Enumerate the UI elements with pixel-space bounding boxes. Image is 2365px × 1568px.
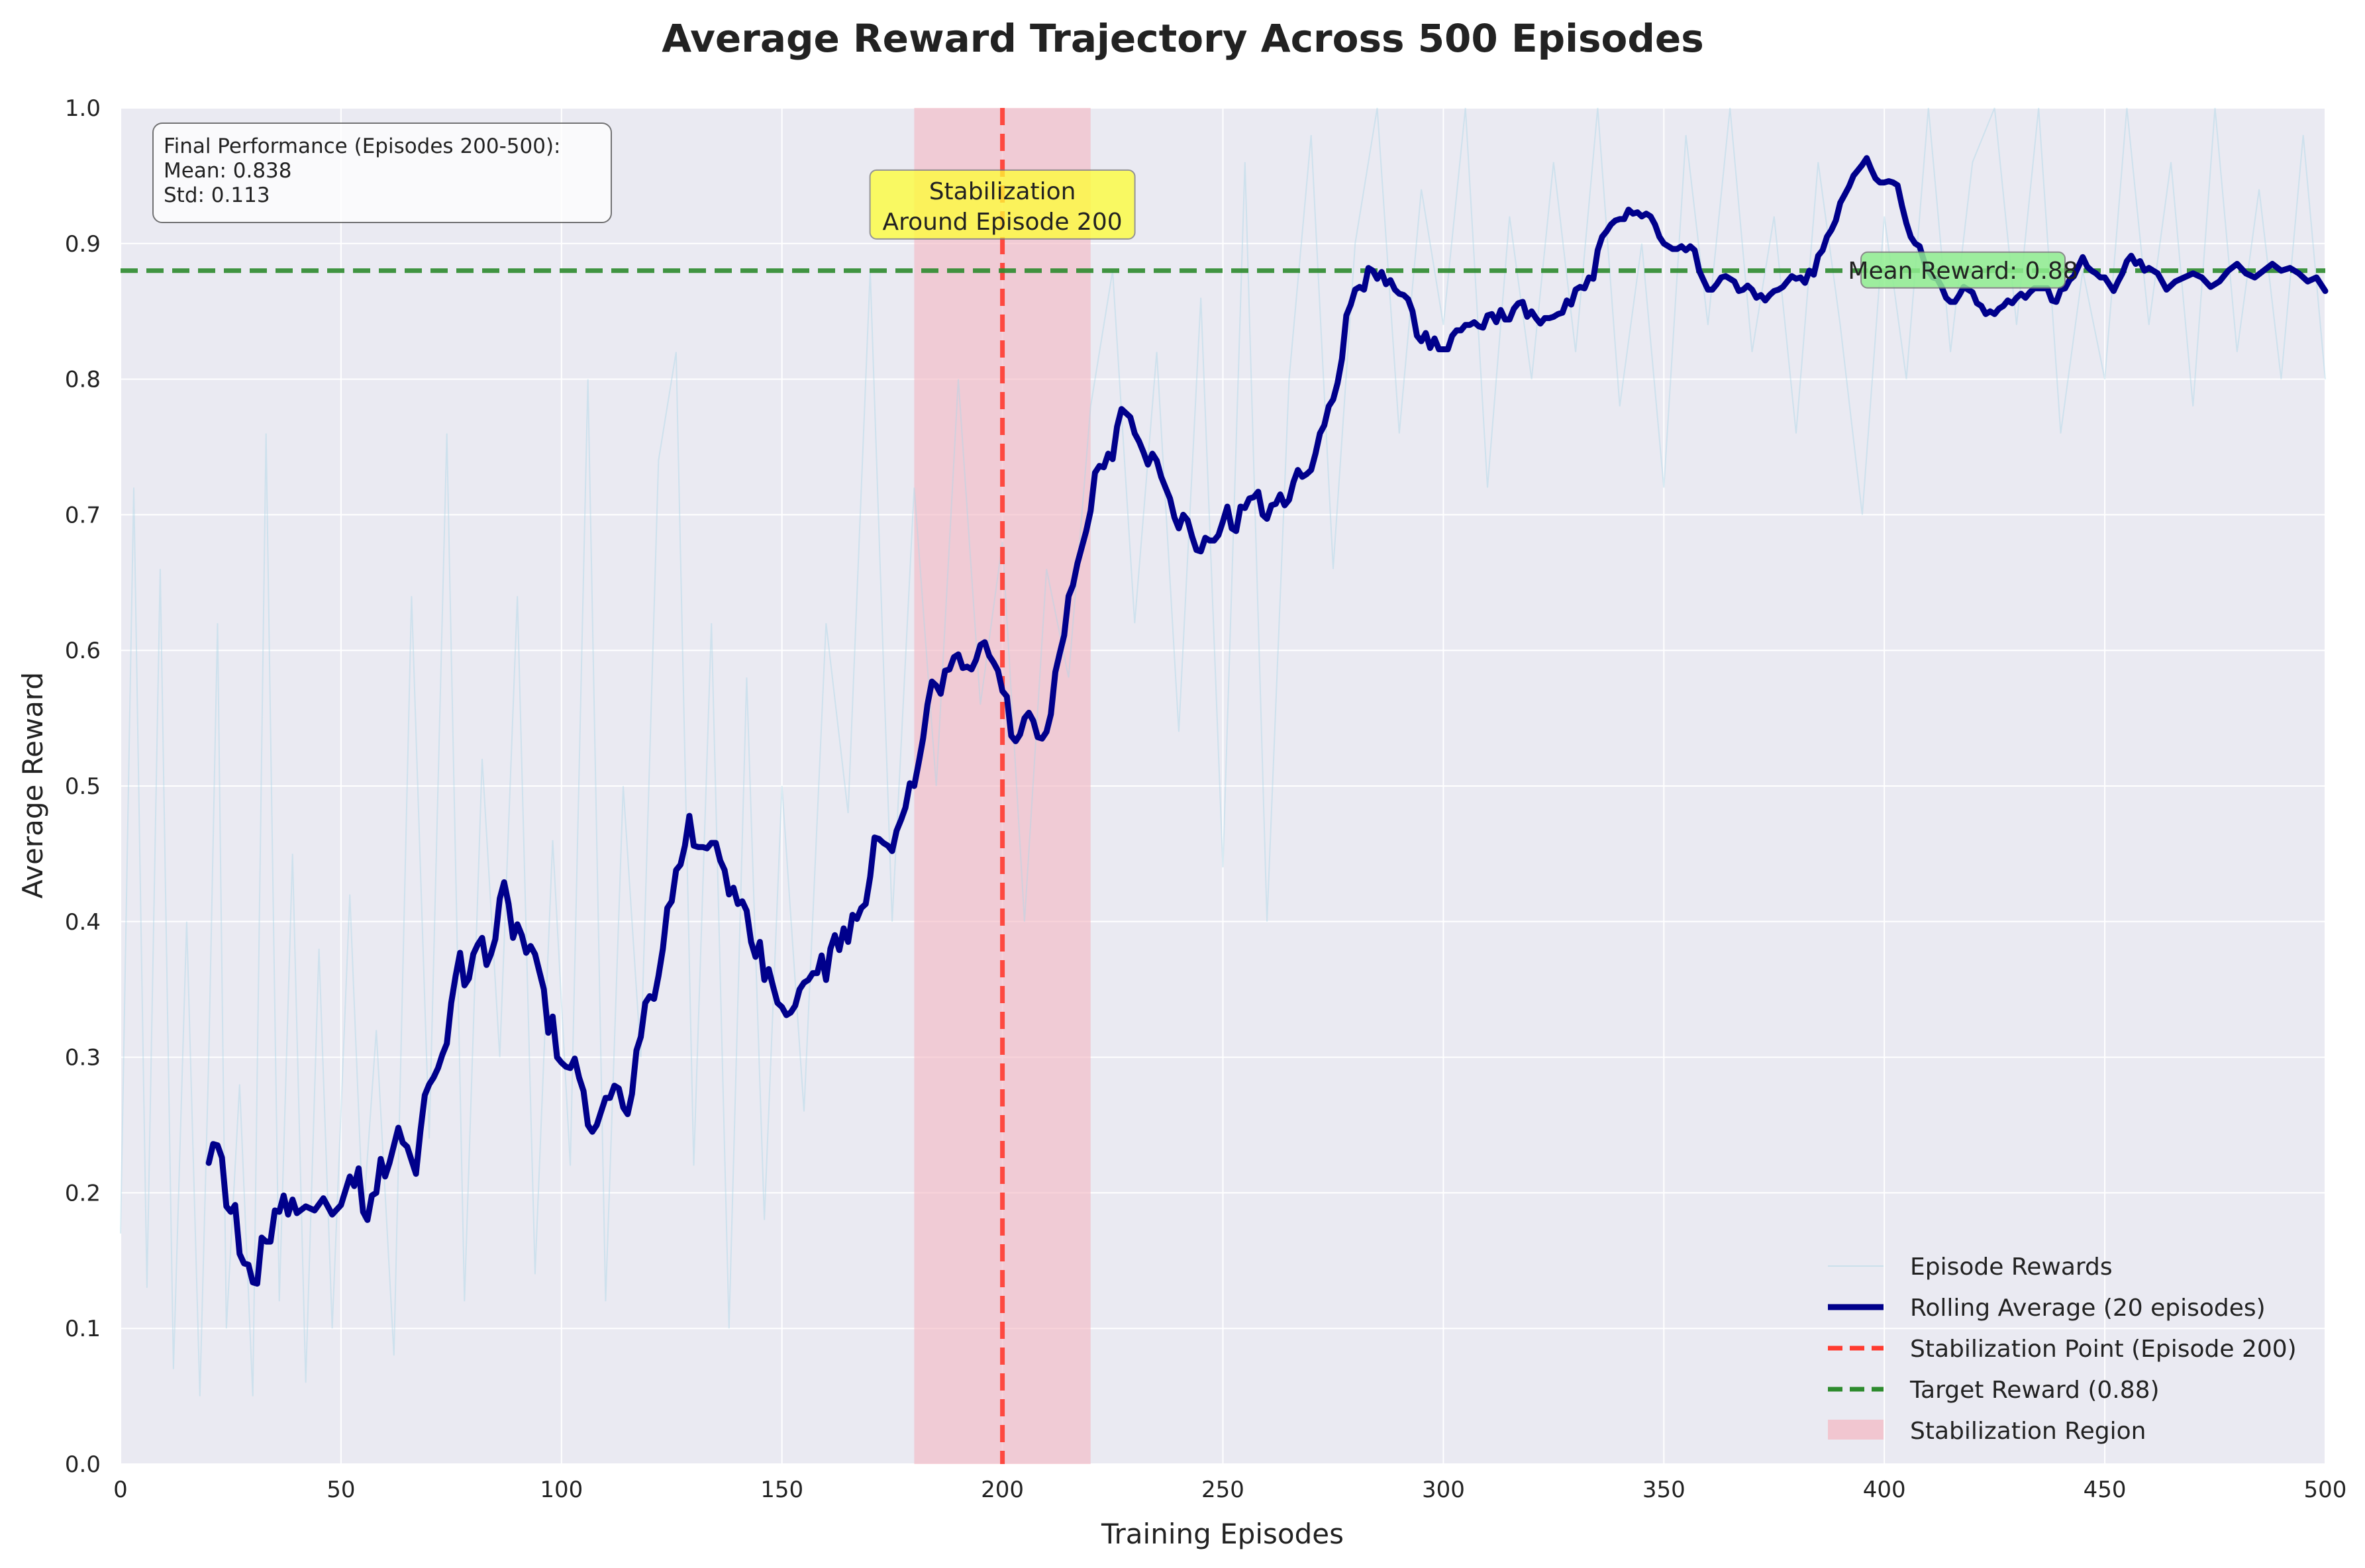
y-tick-label: 0.3 <box>65 1045 101 1071</box>
x-tick-label: 350 <box>1642 1477 1686 1503</box>
x-tick-label: 500 <box>2304 1477 2347 1503</box>
stabilization-annotation-text: Around Episode 200 <box>883 209 1123 236</box>
chart-title: Average Reward Trajectory Across 500 Epi… <box>662 16 1703 61</box>
y-tick-label: 0.1 <box>65 1316 101 1342</box>
x-tick-label: 200 <box>981 1477 1024 1503</box>
stabilization-annotation-text: Stabilization <box>929 178 1076 205</box>
x-tick-label: 0 <box>113 1477 128 1503</box>
mean-reward-annotation-text: Mean Reward: 0.88 <box>1848 258 2078 285</box>
rolling-average-series <box>205 155 2329 1287</box>
x-tick-label: 300 <box>1422 1477 1465 1503</box>
y-tick-label: 1.0 <box>65 95 101 122</box>
y-tick-label: 0.4 <box>65 909 101 936</box>
legend-label: Episode Rewards <box>1910 1253 2113 1281</box>
stats-line: Mean: 0.838 <box>164 159 292 183</box>
legend-label: Rolling Average (20 episodes) <box>1910 1295 2266 1322</box>
y-tick-label: 0.8 <box>65 367 101 393</box>
y-tick-label: 0.6 <box>65 638 101 664</box>
x-axis-title: Training Episodes <box>1101 1518 1344 1550</box>
stats-line: Std: 0.113 <box>164 183 270 207</box>
legend: Episode Rewards Rolling Average (20 episo… <box>1828 1253 2297 1445</box>
legend-label: Stabilization Point (Episode 200) <box>1910 1336 2297 1363</box>
mean-reward-annotation-box <box>1860 251 2066 289</box>
x-tick-label: 50 <box>327 1477 355 1503</box>
stabilization-annotation-box <box>869 169 1136 240</box>
y-tick-label: 0.0 <box>65 1451 101 1478</box>
episode-rewards-line <box>120 107 2326 1396</box>
x-tick-label: 100 <box>540 1477 583 1503</box>
y-tick-label: 0.7 <box>65 502 101 528</box>
rolling-average-line <box>205 155 2329 1287</box>
y-axis-ticks: 0.0 0.1 0.2 0.3 0.4 0.5 0.6 0.7 0.8 0.9 1.0 <box>65 95 101 1478</box>
x-tick-label: 150 <box>760 1477 803 1503</box>
x-tick-label: 450 <box>2084 1477 2127 1503</box>
episode-rewards-series <box>120 107 2326 1396</box>
stats-box: Final Performance (Episodes 200-500):Mea… <box>152 122 612 223</box>
stats-box-frame <box>152 122 612 223</box>
y-tick-label: 0.2 <box>65 1180 101 1206</box>
stats-line: Final Performance (Episodes 200-500): <box>164 134 561 158</box>
legend-swatch <box>1828 1420 1884 1440</box>
annotations: Stabilization Around Episode 200 Mean Rewa… <box>869 169 2078 289</box>
x-tick-label: 400 <box>1863 1477 1906 1503</box>
legend-label: Target Reward (0.88) <box>1909 1377 2160 1404</box>
y-tick-label: 0.9 <box>65 231 101 258</box>
legend-label: Stabilization Region <box>1910 1418 2146 1445</box>
x-tick-label: 250 <box>1201 1477 1244 1503</box>
x-axis-ticks: 0 50 100 150 200 250 300 350 400 450 500 <box>113 1477 2346 1503</box>
y-tick-label: 0.5 <box>65 773 101 800</box>
y-axis-title: Average Reward <box>17 672 49 899</box>
